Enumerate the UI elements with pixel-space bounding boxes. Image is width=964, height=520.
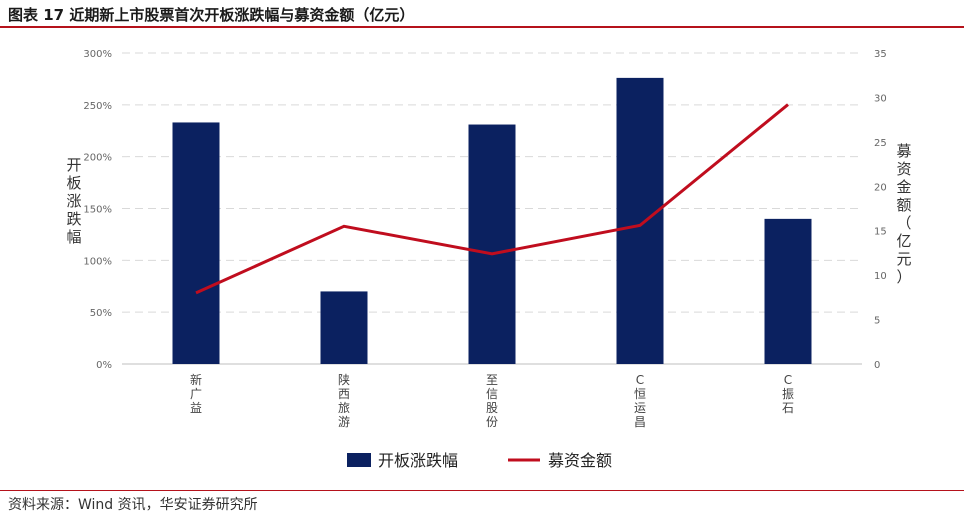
right-tick-label: 20 (874, 182, 887, 193)
category-label: C 恒运昌 (634, 373, 646, 429)
left-tick-label: 250% (83, 101, 112, 112)
category-labels: 新广益 陕西旅游 至信股份 C 恒运昌 C 振石 (190, 372, 794, 429)
bar (468, 124, 516, 364)
category-label: 至信股份 (486, 373, 498, 429)
left-axis-label: 开板涨跌幅 (66, 156, 81, 246)
chart-title: 图表 17 近期新上市股票首次开板涨跌幅与募资金额（亿元） (8, 6, 415, 24)
right-axis-title: 募资金额（亿元） (896, 142, 911, 286)
right-tick-label: 25 (874, 138, 887, 149)
footer-rule (0, 490, 964, 491)
left-tick-label: 100% (83, 256, 112, 267)
right-tick-label: 5 (874, 316, 880, 327)
legend-swatch-bar (347, 453, 371, 467)
left-tick-label: 150% (83, 205, 112, 216)
line-series-raised-funds (195, 103, 789, 295)
gridlines (122, 52, 862, 313)
legend-label-bar: 开板涨跌幅 (378, 451, 458, 470)
bar (320, 291, 368, 364)
title-rule (0, 26, 964, 28)
source-note: 资料来源：Wind 资讯，华安证券研究所 (8, 497, 258, 513)
right-tick-label: 35 (874, 49, 887, 60)
category-label: 陕西旅游 (338, 372, 350, 429)
bar (172, 122, 220, 364)
right-tick-label: 15 (874, 227, 887, 238)
left-tick-label: 50% (90, 308, 112, 319)
combo-chart: 0% 50% 100% 150% 200% 250% 300% 0 5 10 15 20 25 30 35… (66, 49, 911, 470)
legend-label-line: 募资金额 (548, 451, 612, 470)
category-label: C 振石 (782, 373, 794, 415)
left-axis-ticks: 0% 50% 100% 150% 200% 250% 300% (83, 49, 112, 371)
legend: 开板涨跌幅 募资金额 (347, 451, 612, 470)
left-tick-label: 0% (96, 360, 112, 371)
bar (764, 218, 812, 364)
right-tick-label: 30 (874, 93, 887, 104)
bar (616, 77, 664, 364)
right-axis-label: 募资金额（亿元） (896, 142, 911, 286)
left-tick-label: 300% (83, 49, 112, 60)
left-axis-title: 开板涨跌幅 (66, 156, 81, 246)
bar-series (172, 77, 812, 364)
right-tick-label: 0 (874, 360, 880, 371)
right-axis-ticks: 0 5 10 15 20 25 30 35 (874, 49, 887, 371)
right-tick-label: 10 (874, 271, 887, 282)
category-label: 新广益 (190, 372, 202, 415)
left-tick-label: 200% (83, 153, 112, 164)
